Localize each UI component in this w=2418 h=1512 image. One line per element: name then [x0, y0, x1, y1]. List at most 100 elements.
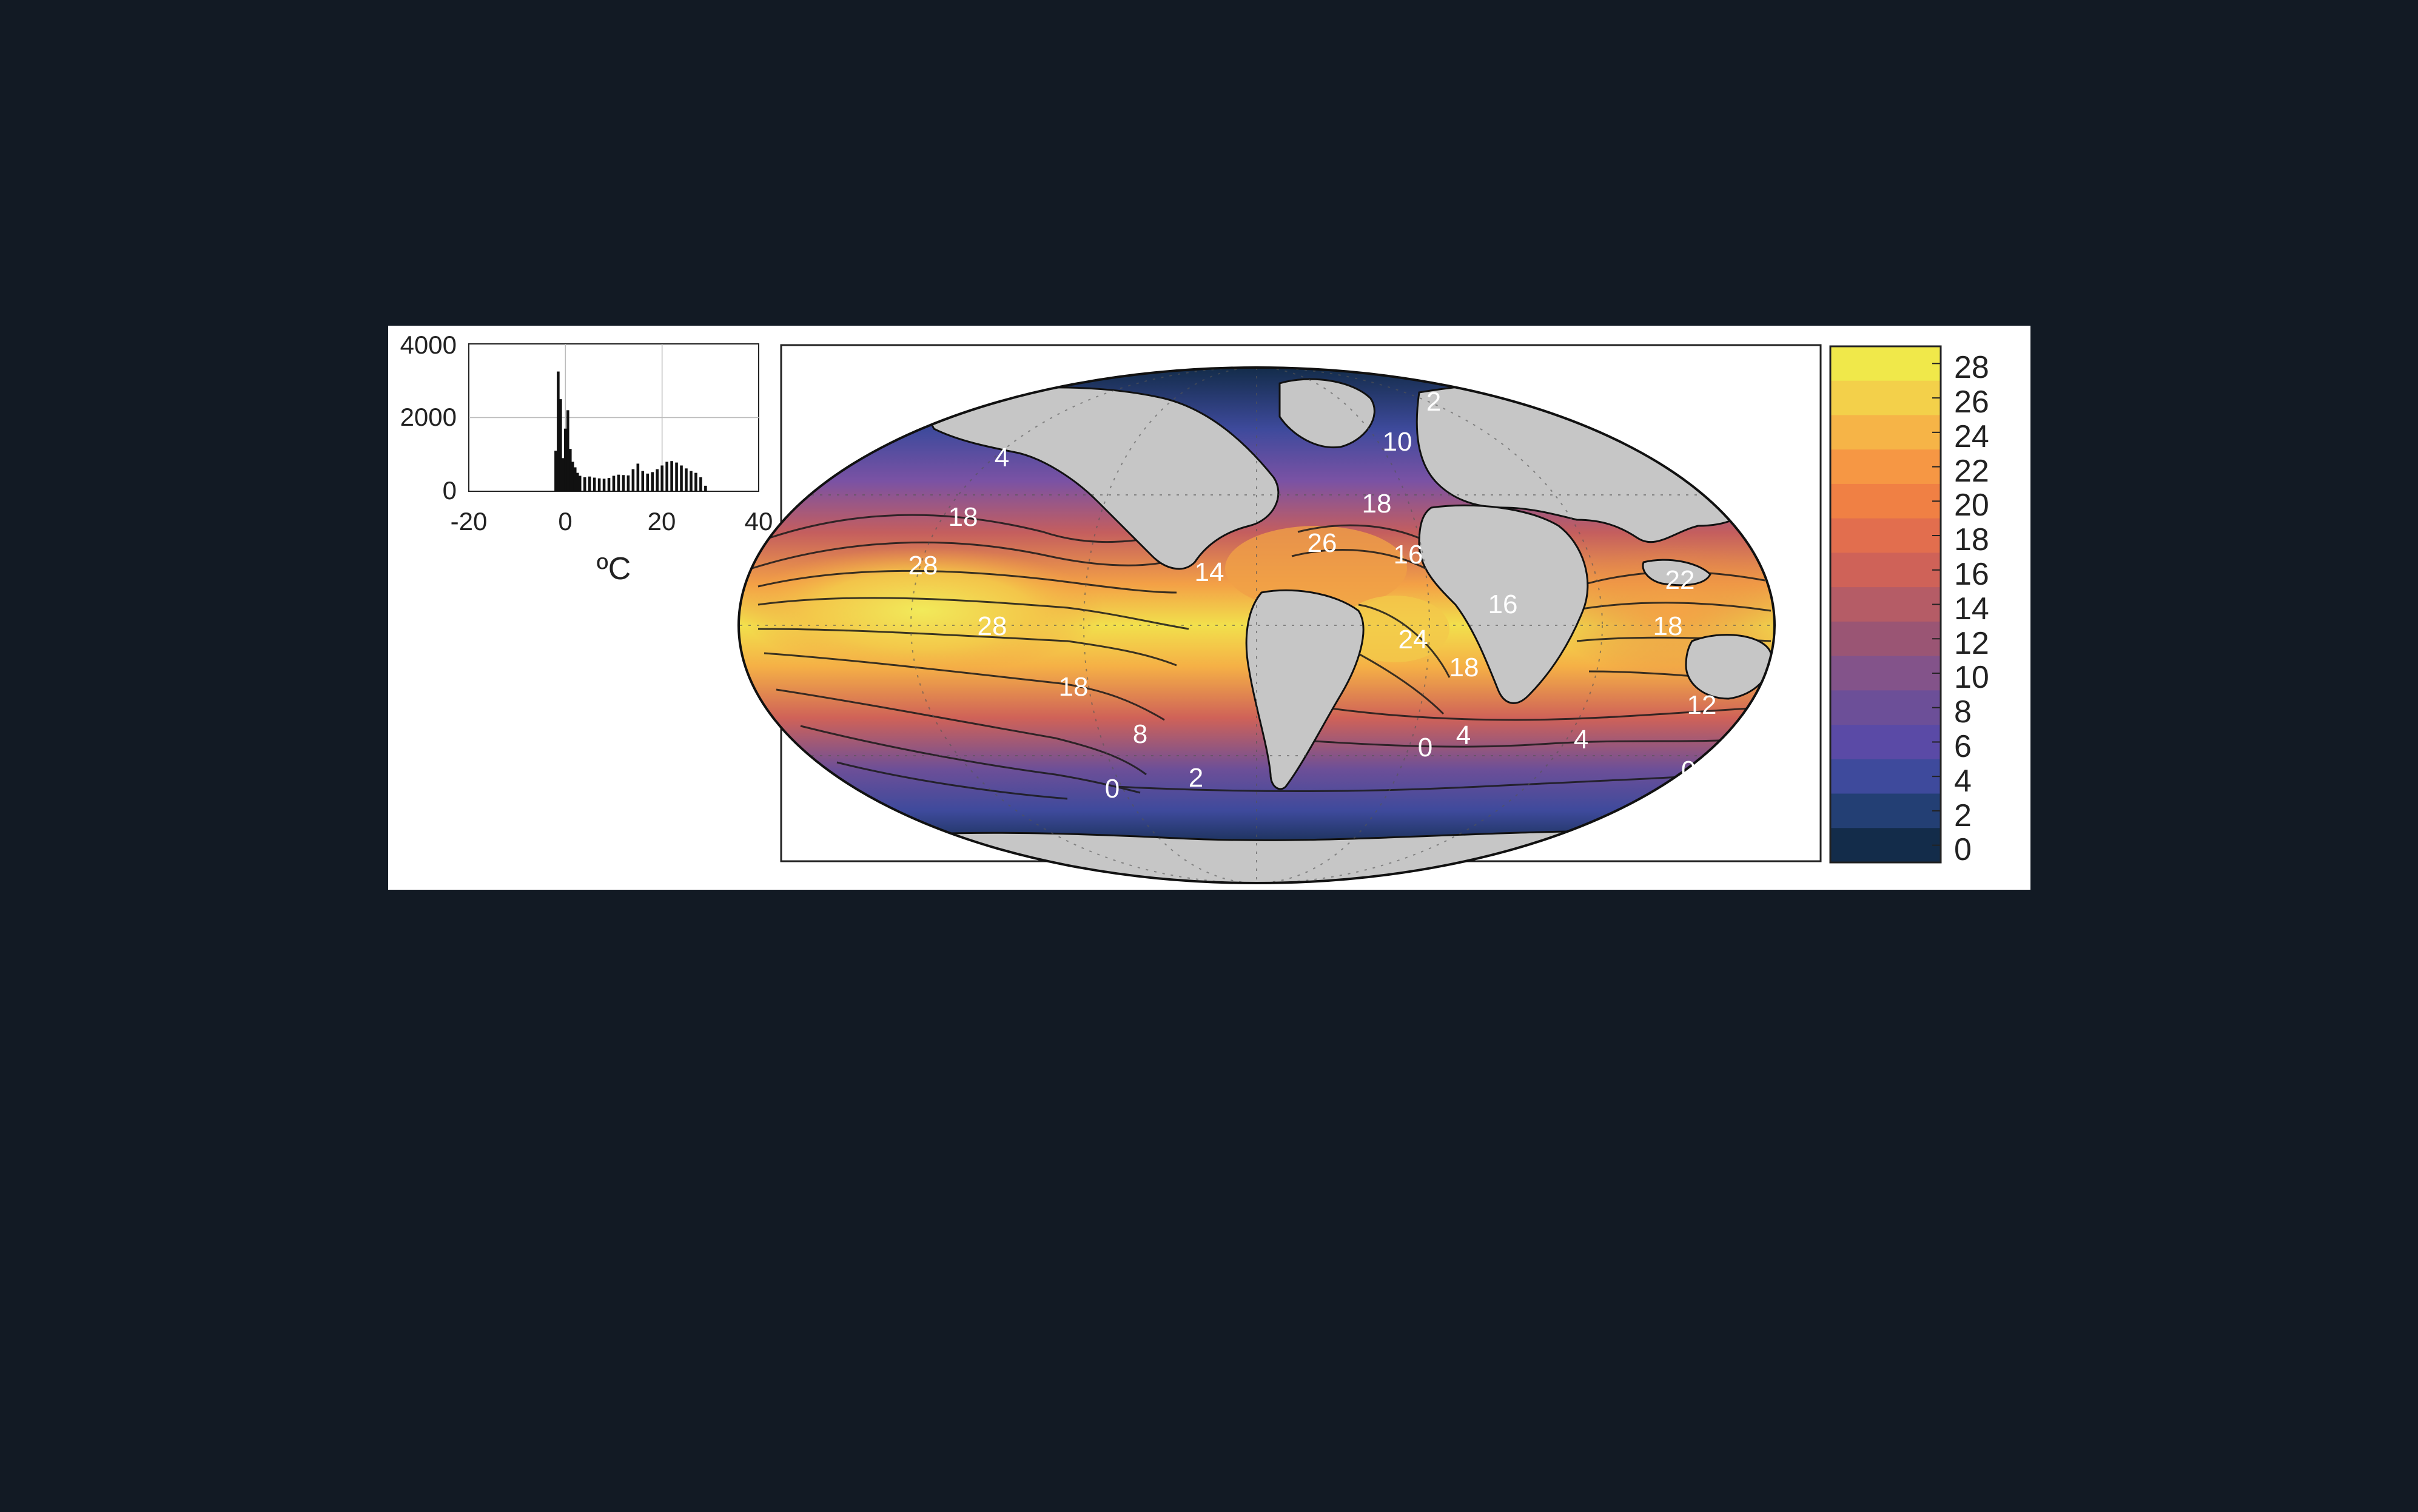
- hist-bar: [660, 465, 663, 491]
- hist-bar: [613, 475, 616, 491]
- contour-label: 18: [1059, 672, 1089, 702]
- hist-bar: [632, 469, 635, 491]
- contour-label: 8: [1133, 719, 1147, 749]
- colorbar-swatches: [1830, 346, 1941, 863]
- hist-x-label: ºC: [597, 551, 631, 586]
- hist-bar: [576, 473, 579, 491]
- hist-bar: [562, 458, 565, 491]
- hist-bar: [559, 399, 562, 491]
- colorbar-swatch: [1830, 794, 1941, 829]
- colorbar-swatch: [1830, 346, 1941, 381]
- contour-label: 18: [1362, 489, 1392, 519]
- hist-x-tick-0: 0: [558, 507, 572, 536]
- colorbar-swatch: [1830, 553, 1941, 588]
- colorbar-tick-label: 22: [1954, 454, 1989, 489]
- contour-label: 18: [1653, 611, 1683, 641]
- contour-label: 0: [1105, 774, 1120, 804]
- contour-label: 12: [1687, 690, 1717, 720]
- hist-bar: [574, 468, 577, 491]
- hist-bar: [622, 475, 625, 491]
- colorbar-tick-label: 12: [1954, 626, 1989, 661]
- contour-label: 2: [1426, 387, 1441, 417]
- colorbar-labels: 28 26 24 22 20 18 16 14 12 10 8 6 4 2 0: [1954, 350, 1989, 867]
- colorbar-swatch: [1830, 449, 1941, 485]
- colorbar-tick-label: 0: [1954, 832, 1972, 867]
- contour-label: 28: [978, 611, 1007, 641]
- contour-label: 10: [1383, 427, 1412, 457]
- colorbar-tick-label: 4: [1954, 764, 1972, 799]
- hist-bar: [557, 372, 560, 491]
- colorbar-swatch: [1830, 519, 1941, 554]
- colorbar-tick-label: 20: [1954, 488, 1989, 523]
- hist-bar: [675, 463, 678, 491]
- contour-label: 18: [1449, 653, 1479, 682]
- colorbar-tick-label: 8: [1954, 694, 1972, 730]
- hist-bar: [603, 479, 606, 491]
- histogram: 4000 2000 0 -20 0 20 40 ºC: [400, 331, 773, 586]
- hist-bar: [680, 465, 683, 491]
- colorbar-swatch: [1830, 725, 1941, 760]
- hist-y-tick-4000: 4000: [400, 331, 457, 359]
- hist-bar: [564, 429, 567, 491]
- hist-bar: [566, 410, 569, 491]
- contour-label: 24: [1399, 625, 1428, 654]
- hist-x-tick-20: 20: [648, 507, 676, 536]
- colorbar-swatch: [1830, 690, 1941, 725]
- hist-bar: [569, 449, 572, 491]
- colorbar-swatch: [1830, 656, 1941, 691]
- colorbar-swatch: [1830, 415, 1941, 450]
- colorbar-tick-label: 14: [1954, 591, 1989, 627]
- hist-bar: [593, 478, 596, 491]
- colorbar-swatch: [1830, 587, 1941, 622]
- contour-label: 4: [1456, 721, 1471, 750]
- hist-bar: [704, 486, 707, 491]
- contour-label: 16: [1488, 590, 1518, 619]
- hist-bar: [694, 473, 697, 491]
- hist-bar: [642, 471, 645, 491]
- contour-label: 4: [1574, 725, 1588, 754]
- colorbar: 28 26 24 22 20 18 16 14 12 10 8 6 4 2 0: [1830, 346, 1989, 867]
- colorbar-tick-label: 26: [1954, 385, 1989, 420]
- hist-bar: [627, 475, 630, 491]
- contour-label: 22: [1665, 565, 1695, 595]
- colorbar-tick-label: 28: [1954, 350, 1989, 385]
- contour-label: 18: [949, 502, 978, 532]
- hist-bar: [665, 462, 668, 491]
- colorbar-swatch: [1830, 759, 1941, 795]
- figure-panel: 4000 2000 0 -20 0 20 40 ºC: [388, 326, 2030, 890]
- colorbar-tick-label: 16: [1954, 557, 1989, 592]
- colorbar-tick-label: 24: [1954, 419, 1989, 454]
- colorbar-swatch: [1830, 828, 1941, 863]
- hist-bar: [670, 461, 673, 491]
- contour-label: 16: [1394, 540, 1423, 570]
- colorbar-swatch: [1830, 484, 1941, 519]
- colorbar-tick-label: 2: [1954, 798, 1972, 833]
- hist-bar: [699, 477, 702, 491]
- contour-label: 14: [1195, 557, 1224, 587]
- hist-bar: [637, 463, 640, 491]
- contour-label: 26: [1308, 528, 1337, 558]
- colorbar-tick-label: 10: [1954, 660, 1989, 695]
- contour-label: 0: [1418, 733, 1432, 762]
- colorbar-swatch: [1830, 381, 1941, 416]
- hist-bar: [608, 478, 611, 491]
- hist-bar: [554, 451, 557, 491]
- hist-bar: [583, 477, 586, 491]
- hist-bar: [571, 462, 574, 491]
- hist-bar: [598, 479, 601, 491]
- hist-bar: [579, 475, 582, 491]
- hist-bar: [617, 475, 620, 491]
- hist-bar: [690, 471, 693, 491]
- contour-label: 2: [1189, 763, 1203, 793]
- hist-x-tick-40: 40: [745, 507, 773, 536]
- colorbar-tick-label: 18: [1954, 522, 1989, 557]
- contour-label: 28: [908, 551, 938, 580]
- hist-y-tick-2000: 2000: [400, 403, 457, 431]
- hist-bar: [685, 468, 688, 491]
- hist-bar: [656, 469, 659, 491]
- contour-label: 0: [1681, 756, 1696, 785]
- hist-x-tick-neg20: -20: [451, 507, 488, 536]
- contour-label: 4: [995, 443, 1009, 472]
- hist-y-tick-0: 0: [443, 476, 457, 505]
- hist-bar: [588, 477, 591, 491]
